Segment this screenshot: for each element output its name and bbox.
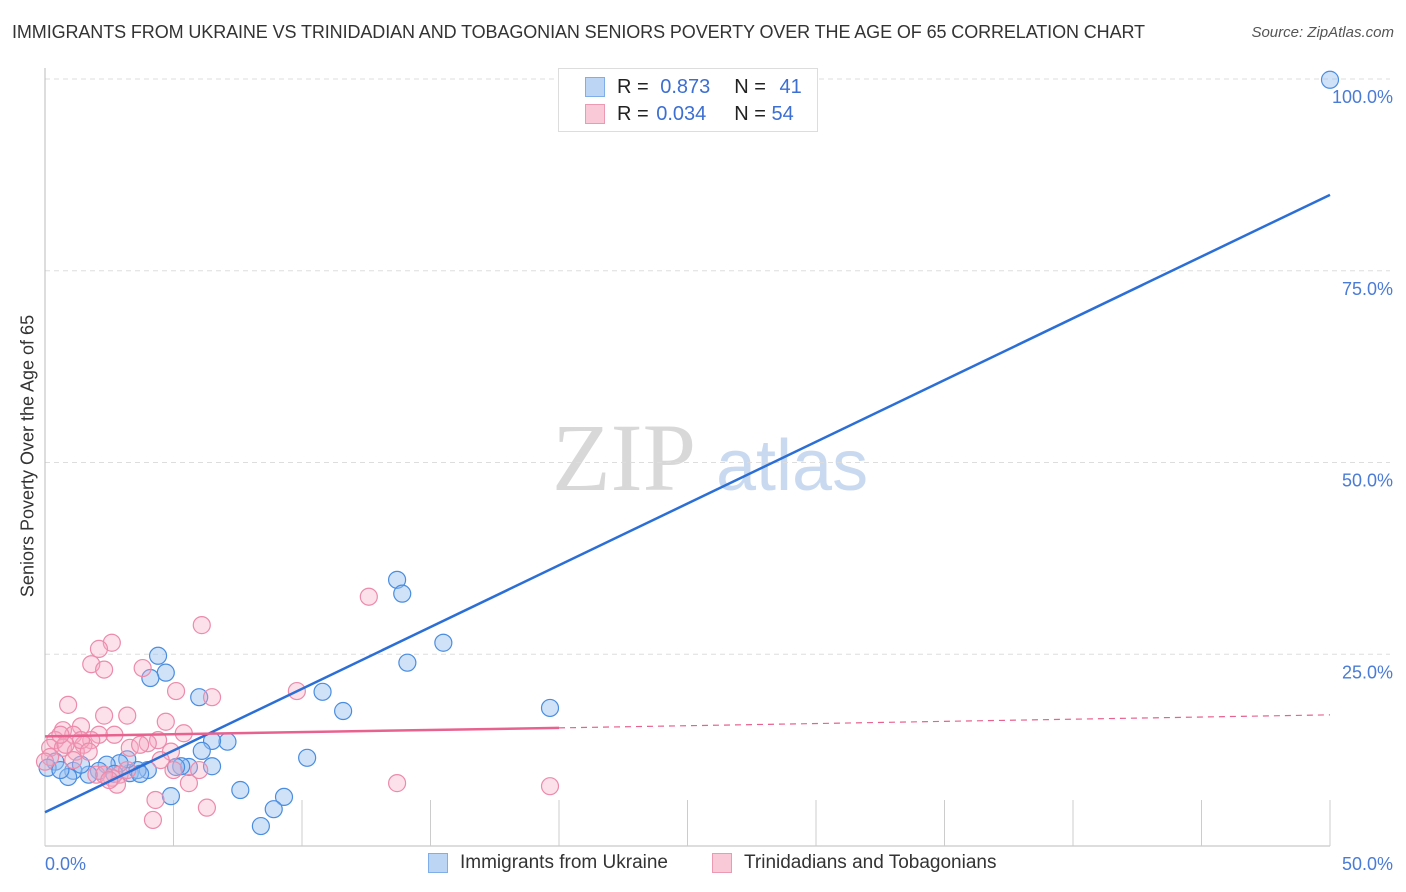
chart-title: IMMIGRANTS FROM UKRAINE VS TRINIDADIAN A… [12, 22, 1145, 42]
legend-label: Trinidadians and Tobagonians [744, 852, 997, 873]
blue-point [313, 682, 332, 701]
pink-point [120, 738, 139, 757]
pink-trend-line [44, 726, 560, 738]
blue-point [161, 787, 181, 806]
pink-point [35, 752, 55, 771]
pink-point [148, 731, 168, 750]
blue-point [434, 633, 453, 652]
blue-point [298, 748, 317, 767]
blue-r-value: 0.873 [660, 75, 711, 98]
legend-row-blue: R = 0.873 N = 41 [585, 74, 802, 100]
pink-point [387, 774, 407, 793]
blue-point [274, 787, 294, 807]
pink-point [179, 774, 199, 793]
blue-swatch [428, 853, 448, 873]
blue-point [251, 816, 270, 836]
n-label: N = [734, 102, 766, 125]
pink-point [164, 760, 183, 780]
pink-point [59, 695, 78, 714]
legend-row-pink: R = 0.034 N = 54 [585, 101, 794, 127]
blue-point [179, 757, 199, 777]
blue-point [393, 584, 412, 603]
blue-point [264, 800, 283, 819]
blue-point [190, 688, 209, 707]
y-tick-label: 25.0% [1342, 662, 1393, 682]
pink-point [190, 760, 209, 780]
blue-trend-line [44, 193, 1331, 814]
pink-point [118, 706, 137, 725]
blue-point [192, 741, 211, 760]
pink-point [146, 790, 165, 810]
watermark-zip: ZIP [552, 404, 696, 511]
x-tick-label: 0.0% [45, 854, 86, 874]
blue-point [148, 646, 168, 665]
n-label: N = [734, 75, 766, 98]
blue-point [387, 570, 407, 589]
pink-swatch [712, 853, 732, 873]
pink-point [192, 616, 211, 635]
y-tick-label: 50.0% [1342, 471, 1393, 491]
pink-point [202, 688, 222, 707]
pink-r-value: 0.034 [656, 102, 707, 125]
pink-point [156, 712, 175, 731]
source-label: Source: ZipAtlas.com [1251, 24, 1394, 41]
pink-trend-extension [558, 714, 1331, 729]
pink-point [133, 658, 152, 678]
r-label: R = [617, 75, 649, 98]
y-tick-label: 100.0% [1332, 87, 1393, 107]
blue-point [51, 760, 70, 780]
pink-point [540, 777, 560, 796]
blue-swatch [585, 77, 605, 97]
blue-point [1320, 70, 1340, 89]
blue-point [156, 663, 175, 682]
blue-n-value: 41 [779, 75, 802, 98]
pink-point [359, 587, 378, 606]
blue-point [79, 765, 98, 784]
pink-point [79, 742, 98, 761]
x-tick-label: 50.0% [1342, 854, 1393, 874]
blue-point [334, 701, 353, 721]
legend-item-ukraine[interactable]: Immigrants from Ukraine [428, 852, 668, 874]
pink-point [41, 738, 60, 757]
blue-point [59, 767, 78, 787]
watermark-atlas: atlas [716, 426, 868, 506]
blue-point [231, 780, 250, 800]
pink-point [130, 735, 150, 754]
r-label: R = [617, 102, 649, 125]
correlation-legend: R = 0.873 N = 41 R = 0.034 N = 54 [558, 68, 818, 132]
pink-point [95, 660, 114, 679]
pink-swatch [585, 104, 605, 124]
blue-point [141, 668, 160, 688]
blue-point [398, 653, 417, 672]
pink-n-value: 54 [771, 102, 794, 125]
pink-point [64, 750, 83, 770]
pink-point [95, 706, 114, 725]
pink-point [166, 681, 186, 701]
pink-point [197, 798, 217, 817]
legend-label: Immigrants from Ukraine [460, 852, 668, 873]
blue-point [218, 732, 237, 751]
blue-point [540, 698, 560, 718]
legend-item-trinidad[interactable]: Trinidadians and Tobagonians [712, 852, 996, 874]
y-tick-label: 75.0% [1342, 279, 1393, 299]
pink-point [89, 639, 109, 658]
pink-point [143, 810, 163, 830]
